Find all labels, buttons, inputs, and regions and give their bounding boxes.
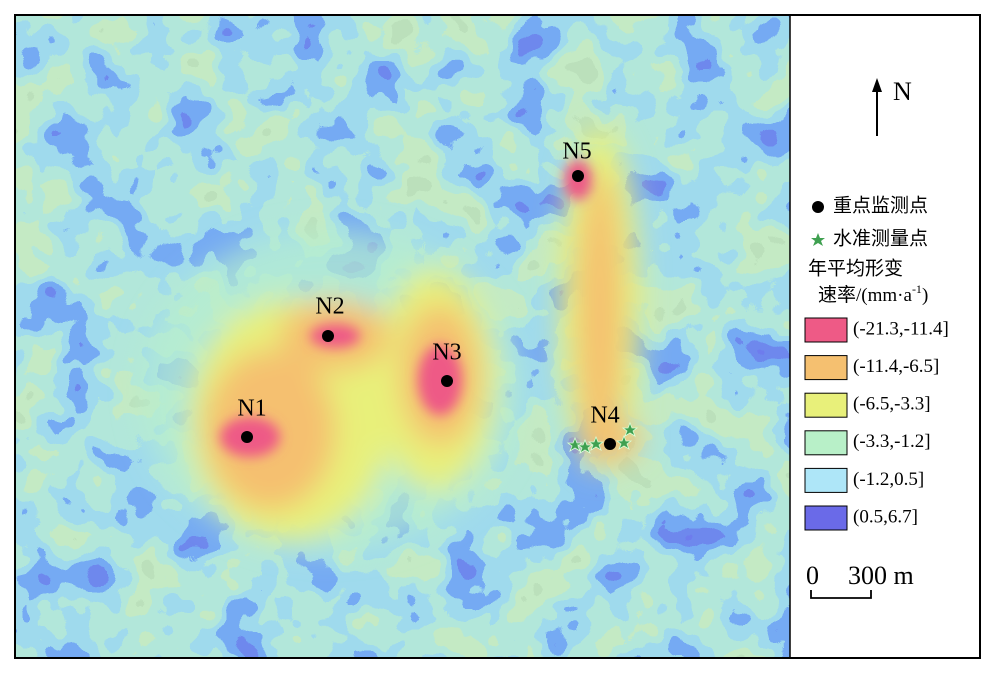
legend-title: ) bbox=[922, 285, 928, 306]
scale-bar bbox=[810, 590, 872, 599]
legend-swatch bbox=[804, 317, 848, 343]
north-arrowhead bbox=[872, 78, 882, 92]
point-label: N3 bbox=[432, 340, 461, 366]
legend-class-label: (-11.4,-6.5] bbox=[853, 356, 939, 377]
legend-title: 年平均形变 bbox=[808, 257, 903, 279]
legend-class-label: (-1.2,0.5] bbox=[853, 469, 924, 490]
legend-class-label: (0.5,6.7] bbox=[853, 506, 918, 527]
legend-level-point: 水准测量点 bbox=[833, 227, 928, 249]
scale-distance: 300 m bbox=[848, 561, 914, 590]
legend-swatch bbox=[804, 430, 848, 456]
legend-title-sup: -1 bbox=[912, 282, 922, 296]
legend-class-label: (-6.5,-3.3] bbox=[853, 394, 931, 415]
legend-swatch bbox=[804, 505, 848, 531]
legend-class-label: (-3.3,-1.2] bbox=[853, 431, 931, 452]
monitor-point bbox=[322, 330, 334, 342]
level-stars bbox=[566, 421, 639, 454]
legend-star bbox=[811, 233, 825, 246]
map-raster bbox=[15, 15, 790, 658]
monitor-point bbox=[241, 431, 253, 443]
point-label: N4 bbox=[590, 403, 619, 429]
monitor-point bbox=[604, 438, 616, 450]
monitor-point bbox=[441, 375, 453, 387]
point-label: N1 bbox=[237, 396, 266, 422]
point-label: N5 bbox=[562, 139, 591, 165]
legend-class-label: (-21.3,-11.4] bbox=[853, 318, 949, 339]
legend-dot bbox=[812, 201, 824, 213]
legend-title: 速率/(mm·a-1) bbox=[818, 282, 928, 307]
north-label: N bbox=[893, 77, 912, 106]
frame bbox=[14, 14, 981, 659]
legend-swatch bbox=[804, 355, 848, 381]
monitor-point bbox=[572, 170, 584, 182]
legend-key-point: 重点监测点 bbox=[833, 194, 928, 216]
scale-zero: 0 bbox=[806, 561, 819, 590]
point-label: N2 bbox=[315, 294, 344, 320]
legend-title: 速率/(mm·a bbox=[818, 284, 912, 306]
legend-swatch bbox=[804, 467, 848, 493]
legend-swatch bbox=[804, 392, 848, 418]
